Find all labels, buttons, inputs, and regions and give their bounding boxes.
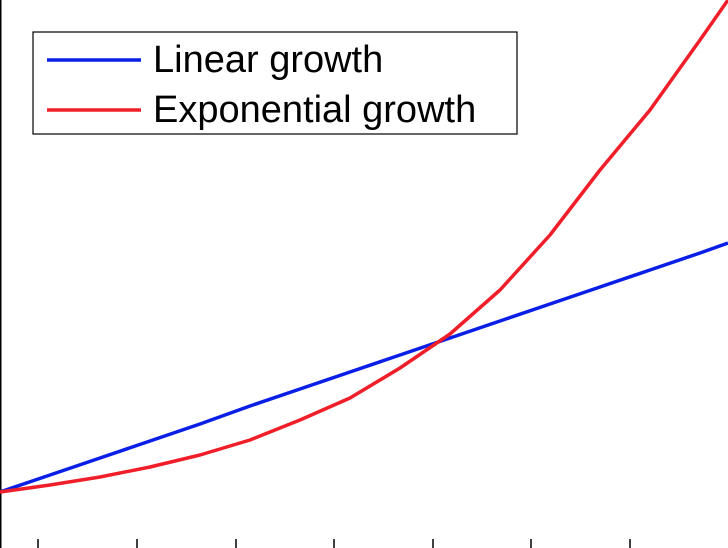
line-series: [0, 0, 728, 494]
line-series: [0, 241, 728, 494]
legend-label: Linear growth: [153, 39, 383, 81]
legend-label: Exponential growth: [153, 89, 476, 131]
legend-box: [32, 31, 518, 135]
